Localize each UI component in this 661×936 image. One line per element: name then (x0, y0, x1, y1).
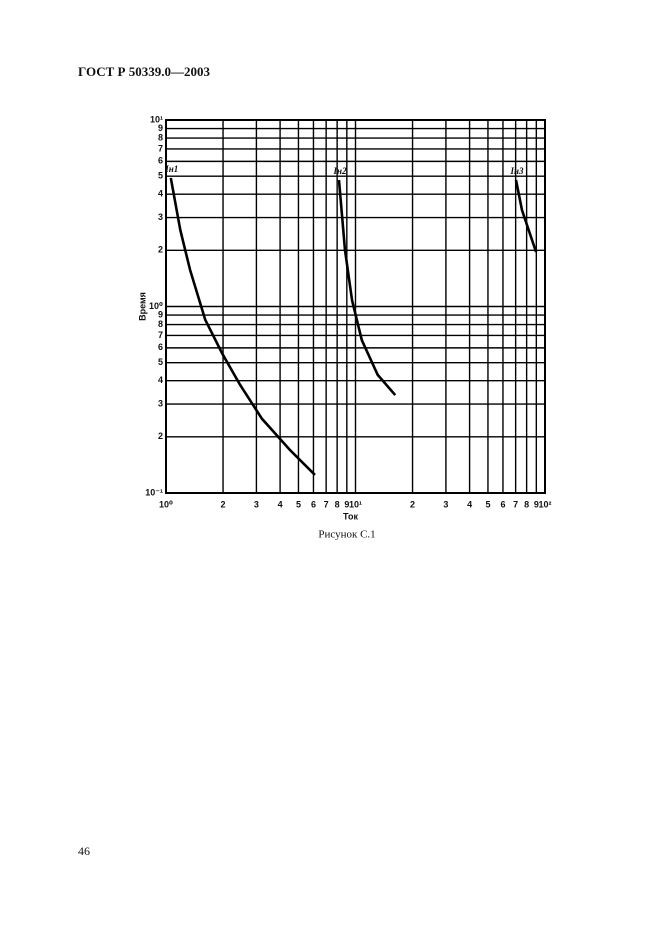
header-title: ГОСТ Р 50339.0—2003 (78, 64, 210, 79)
curve (337, 179, 397, 396)
curve-label: Iн2 (332, 166, 346, 176)
y-tick-label: 7 (158, 330, 163, 340)
x-tick-label: 8 (524, 499, 529, 509)
y-axis-label: Время (137, 292, 147, 321)
y-tick-label: 5 (158, 171, 163, 181)
curve-label: Iн1 (164, 164, 178, 174)
plot-frame (165, 119, 546, 494)
x-tick-label: 7 (513, 499, 518, 509)
curve (514, 179, 538, 253)
y-tick-label: 7 (158, 143, 163, 153)
x-tick-label: 4 (278, 499, 283, 509)
figure-caption: Рисунок С.1 (318, 529, 375, 541)
y-tick-label: 5 (158, 357, 163, 367)
x-tick-label: 6 (500, 499, 505, 509)
y-tick-label: 3 (158, 212, 163, 222)
x-tick-label: 10² (538, 499, 551, 509)
y-tick-label: 9 (158, 309, 163, 319)
y-tick-label: 4 (158, 189, 163, 199)
x-axis-label: Ток (343, 511, 358, 521)
x-tick-label: 4 (467, 499, 472, 509)
y-tick-label: 2 (158, 431, 163, 441)
y-tick-label: 4 (158, 375, 163, 385)
y-tick-label: 6 (158, 156, 163, 166)
curve-label: Iн3 (509, 166, 523, 176)
x-tick-label: 2 (410, 499, 415, 509)
y-tick-label: 2 (158, 245, 163, 255)
y-tick-label: 6 (158, 342, 163, 352)
y-tick-label: 10¹ (150, 114, 163, 124)
y-tick-label: 10⁻¹ (145, 487, 163, 497)
x-tick-label: 9 (344, 499, 349, 509)
y-tick-label: 10⁰ (149, 301, 163, 311)
x-tick-label: 3 (254, 499, 259, 509)
y-tick-label: 8 (158, 319, 163, 329)
x-tick-label: 5 (296, 499, 301, 509)
y-tick-label: 9 (158, 123, 163, 133)
x-tick-label: 7 (324, 499, 329, 509)
y-tick-label: 8 (158, 132, 163, 142)
curve (169, 177, 316, 476)
x-tick-label: 9 (534, 499, 539, 509)
x-tick-label: 5 (485, 499, 490, 509)
x-tick-label: 6 (311, 499, 316, 509)
x-tick-label: 10¹ (349, 499, 362, 509)
page-number: 46 (78, 844, 90, 858)
x-tick-label: 3 (443, 499, 448, 509)
x-tick-label: 10⁰ (159, 499, 173, 509)
x-tick-label: 2 (221, 499, 226, 509)
x-tick-label: 8 (335, 499, 340, 509)
y-tick-label: 3 (158, 398, 163, 408)
